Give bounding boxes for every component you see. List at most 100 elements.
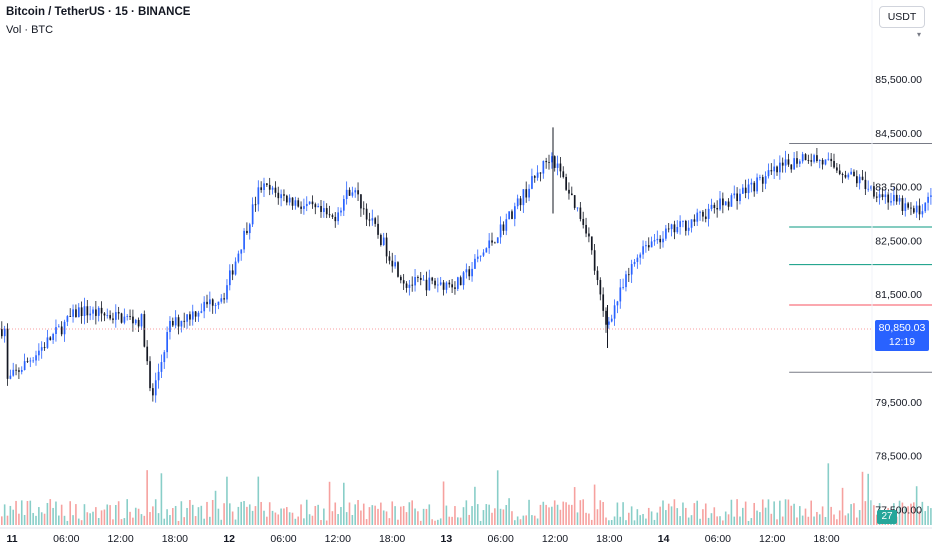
volume-bar [169, 515, 171, 525]
volume-bar [804, 508, 807, 525]
candle [542, 160, 545, 174]
volume-bar [83, 504, 86, 525]
candle [927, 196, 929, 203]
candle [759, 177, 761, 178]
volume-bar [682, 502, 684, 525]
volume-bar [320, 519, 322, 525]
currency-button[interactable]: USDT [879, 6, 925, 28]
volume-bar [781, 516, 784, 525]
candle [314, 204, 317, 208]
candle [214, 305, 217, 306]
volume-bar [739, 516, 741, 525]
candle [642, 246, 644, 255]
candle [519, 198, 522, 206]
candle [112, 318, 114, 320]
candle [522, 189, 525, 206]
candle [100, 307, 103, 314]
volume-bar [468, 514, 470, 525]
time-axis[interactable]: 11 06:00 12:00 18:00 12 06:00 12:00 18:00 13 06:0… [6, 533, 839, 545]
volume-bar [129, 511, 131, 525]
candle [539, 172, 542, 174]
candle [744, 187, 747, 194]
candle [551, 156, 553, 163]
volume-bar [69, 501, 71, 525]
volume-bar [303, 518, 305, 525]
candle [266, 183, 268, 185]
volume-bar [821, 506, 824, 525]
price-axis[interactable]: 85,500.00 84,500.00 83,500.00 82,500.00 81,5… [875, 74, 922, 516]
volume-bar [827, 463, 830, 525]
candle [29, 360, 32, 362]
candle [83, 306, 86, 317]
candle [545, 160, 548, 163]
volume-bar [747, 520, 750, 525]
volume-bar [297, 516, 299, 525]
candle [682, 220, 684, 222]
volume-bar [536, 518, 539, 525]
candle [736, 193, 738, 202]
candle [810, 160, 813, 162]
volume-bar [528, 499, 530, 525]
volume-bar [382, 510, 385, 525]
volume-bar [559, 509, 562, 525]
volume-bar [645, 518, 647, 525]
candle [303, 206, 305, 209]
candle [172, 320, 174, 326]
volume-bar [742, 507, 744, 525]
candle [514, 206, 516, 219]
candle [713, 204, 716, 209]
volume-bar [847, 513, 850, 525]
volume-bar [391, 501, 394, 525]
chevron-down-icon[interactable]: ▾ [917, 30, 922, 39]
volume-bar [750, 518, 753, 525]
candle [494, 242, 496, 244]
volume-bar [596, 509, 599, 525]
candle [910, 207, 912, 209]
candle [590, 236, 593, 251]
volume-bar [15, 500, 17, 525]
candle [149, 361, 151, 389]
candle [86, 306, 89, 316]
volume-bar [702, 509, 704, 525]
candle [602, 294, 605, 311]
volume-bar [904, 507, 907, 525]
volume-bar [693, 503, 696, 525]
last-price-value: 80,850.03 [878, 322, 926, 334]
candle [459, 277, 462, 286]
volume-bar [610, 520, 613, 525]
volume-bar [200, 505, 203, 525]
candle [23, 361, 26, 371]
candle [827, 158, 830, 160]
volume-bar [579, 500, 582, 525]
volume-bar [223, 503, 225, 525]
volume-bar [494, 508, 496, 525]
candle [710, 204, 713, 209]
volume-bar [72, 515, 74, 525]
candle [474, 258, 476, 269]
candle [385, 237, 388, 257]
volume-bar [220, 519, 223, 525]
volume-bar [451, 516, 453, 525]
volume-bar [348, 502, 351, 525]
candle [408, 284, 411, 288]
volume-bar [377, 508, 379, 525]
candle [405, 283, 408, 288]
volume-bar [86, 512, 89, 525]
candle [616, 301, 619, 306]
candle [177, 317, 180, 327]
fibonacci-retracement[interactable]: 10.660.50.33 [789, 126, 932, 373]
candle [571, 193, 573, 196]
volume-bar [696, 500, 698, 525]
volume-bar [46, 502, 49, 525]
volume-bar [764, 507, 767, 525]
candle [46, 337, 49, 348]
volume-bar [602, 501, 604, 525]
volume-bar [38, 507, 40, 525]
candle [380, 234, 382, 245]
candle [445, 282, 448, 290]
candle [779, 162, 781, 173]
candle [838, 170, 841, 174]
candle [180, 320, 183, 327]
candle [679, 221, 681, 227]
